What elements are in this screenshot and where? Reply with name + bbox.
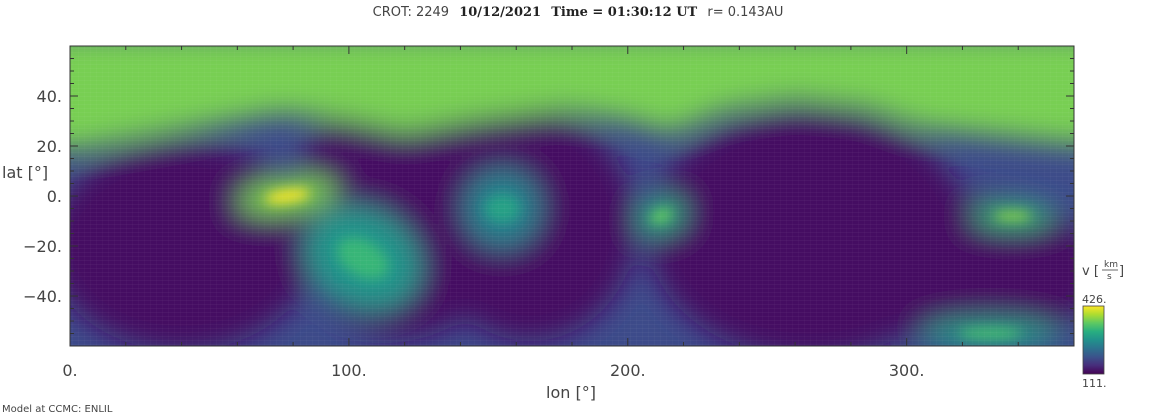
y-tick-label: 20.	[37, 137, 62, 156]
colorbar: v [ km s ] 426. 111.	[1082, 260, 1124, 390]
axes: 0. 100. 200. 300. 40. 20. 0. −20. −40.	[23, 45, 1075, 380]
y-axis-title: lat [°]	[2, 163, 48, 182]
colorbar-unit-num: km	[1104, 260, 1118, 270]
colorbar-max-label: 426.	[1082, 293, 1107, 306]
y-tick-label: 40.	[37, 87, 62, 106]
y-tick-label: −20.	[23, 237, 62, 256]
x-tick-label: 200.	[610, 361, 646, 380]
y-tick-label: 0.	[47, 187, 62, 206]
title-radius: r= 0.143AU	[707, 5, 783, 20]
colorbar-unit-den: s	[1107, 272, 1112, 282]
x-tick-label: 0.	[62, 361, 77, 380]
colorbar-scale	[1082, 305, 1105, 375]
y-tick-label: −40.	[23, 287, 62, 306]
colorbar-label-close: ]	[1119, 264, 1124, 279]
chart-title: CROT: 2249 10/12/2021 Time = 01:30:12 UT…	[373, 5, 784, 20]
x-tick-label: 300.	[889, 361, 925, 380]
x-tick-label: 100.	[331, 361, 367, 380]
colorbar-label: v [	[1082, 264, 1099, 279]
colorbar-min-label: 111.	[1082, 377, 1107, 390]
x-axis-title: lon [°]	[546, 383, 596, 402]
title-time: Time = 01:30:12 UT	[551, 5, 697, 20]
plot-area	[70, 46, 1074, 346]
title-date: 10/12/2021	[459, 5, 541, 20]
hatch-overlay	[70, 46, 1074, 346]
footer-credit: Model at CCMC: ENLIL	[2, 404, 113, 415]
title-crot: CROT: 2249	[373, 5, 449, 20]
